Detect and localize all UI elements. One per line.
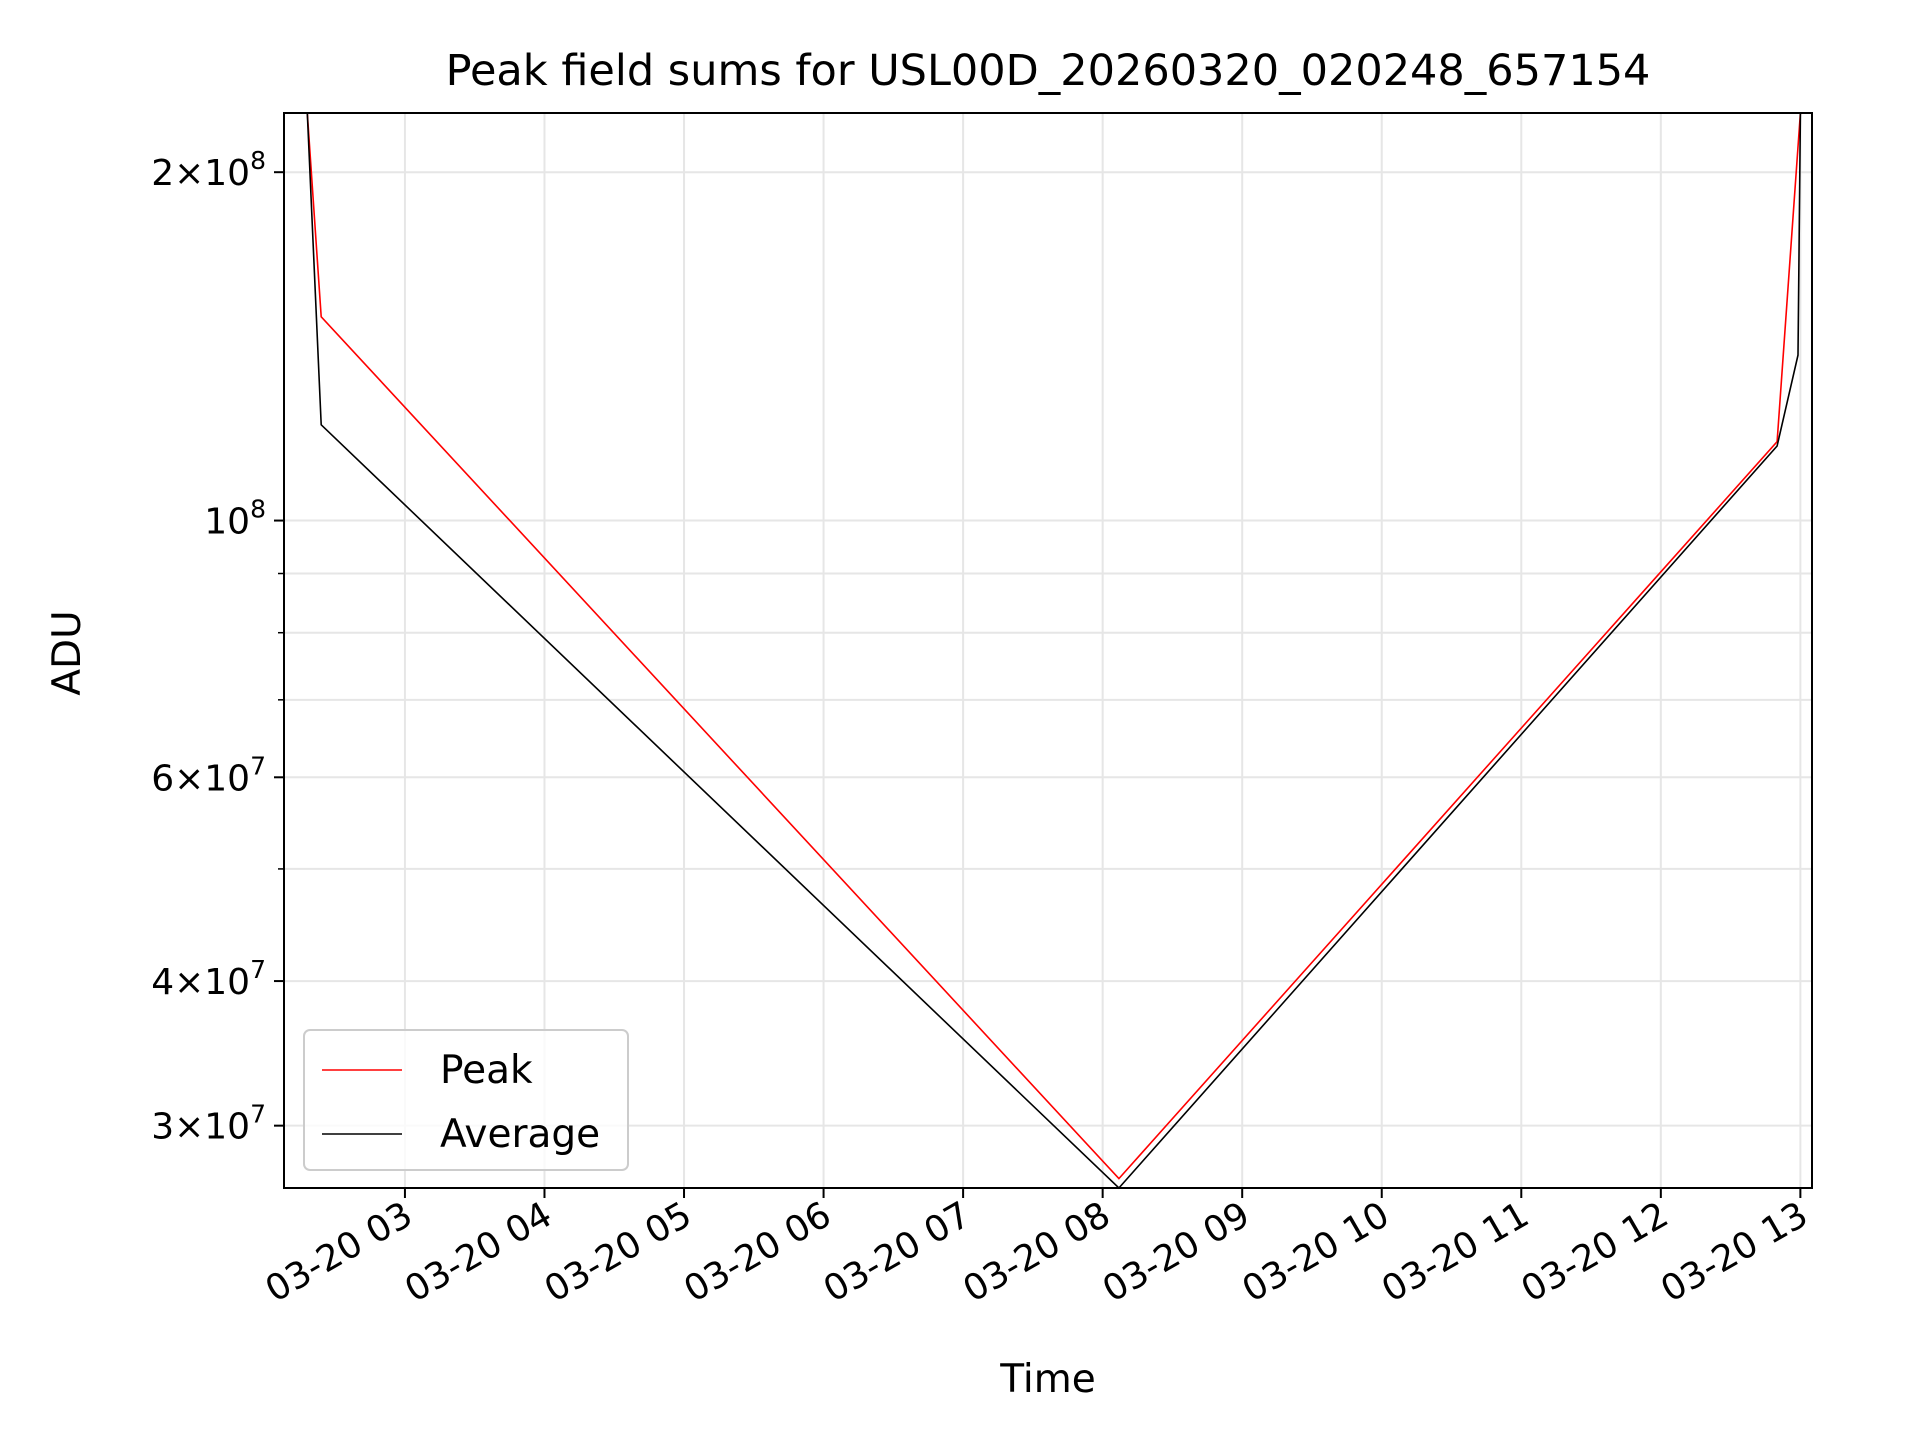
plot-frame: [283, 112, 1813, 1189]
y-axis-label: ADU: [45, 610, 90, 695]
grid: [284, 113, 1812, 1188]
y-tick-label: 2×108: [151, 146, 266, 194]
legend-frame: [303, 1029, 629, 1171]
legend-label-peak: Peak: [440, 1048, 533, 1093]
y-tick-label: 3×107: [151, 1100, 266, 1148]
chart-title: Peak field sums for USL00D_20260320_0202…: [446, 46, 1651, 96]
y-tick-label: 108: [204, 495, 266, 543]
series-line-peak: [306, 112, 1802, 1180]
y-tick-label: 6×107: [151, 751, 266, 799]
series-lines: [306, 112, 1802, 1190]
x-axis-label: Time: [999, 1357, 1095, 1402]
legend: Peak Average: [303, 1029, 629, 1171]
legend-label-average: Average: [440, 1112, 600, 1157]
y-tick-label: 4×107: [151, 955, 266, 1003]
series-line-average: [306, 112, 1802, 1190]
